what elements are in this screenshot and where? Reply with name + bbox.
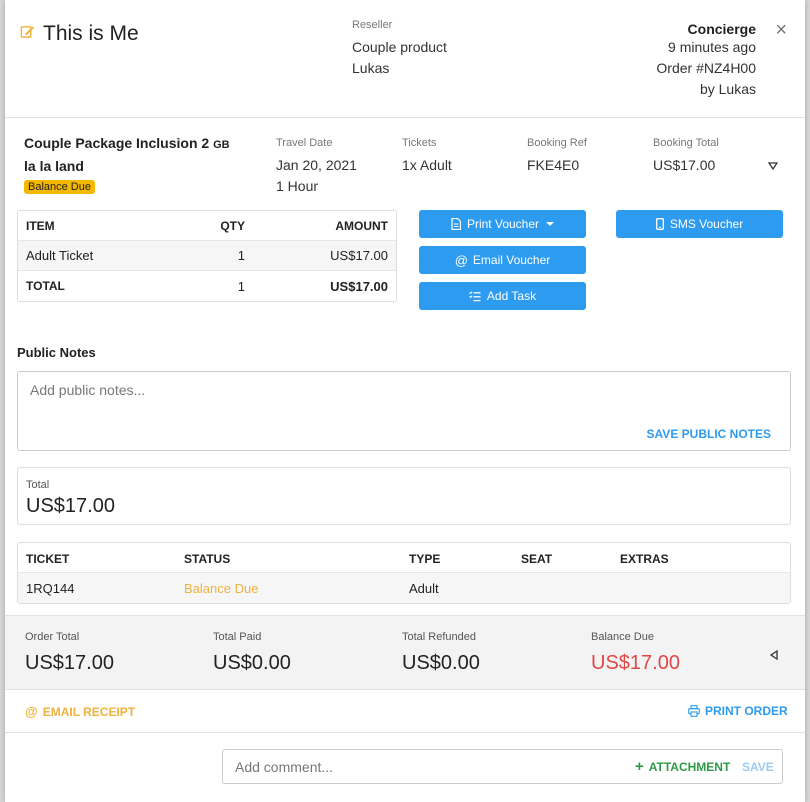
order-total-block: Order Total US$17.00 [25, 631, 114, 674]
order-modal: This is Me Reseller Couple product Lukas… [5, 0, 805, 802]
reseller-product: Couple product [352, 39, 447, 55]
save-comment-button[interactable]: SAVE [742, 760, 774, 774]
printer-icon [688, 705, 700, 717]
tickets-header-row: TICKET STATUS TYPE SEAT EXTRAS [18, 543, 790, 573]
at-icon: @ [454, 252, 468, 268]
attachment-button[interactable]: + ATTACHMENT [635, 758, 731, 775]
expand-triangle-left-icon[interactable] [769, 647, 778, 665]
total-paid-block: Total Paid US$0.00 [213, 631, 291, 674]
order-meta: Concierge 9 minutes ago Order #NZ4H00 by… [656, 21, 756, 100]
save-public-notes-button[interactable]: SAVE PUBLIC NOTES [646, 427, 771, 441]
phone-icon [655, 218, 664, 230]
booking-ref-value: FKE4E0 [527, 157, 580, 173]
ticket-status: Balance Due [184, 581, 259, 596]
at-icon: @ [25, 704, 38, 719]
total-refunded-block: Total Refunded US$0.00 [402, 631, 480, 674]
balance-due-value: US$17.00 [591, 652, 680, 674]
print-order-button[interactable]: PRINT ORDER [688, 704, 788, 718]
modal-header: This is Me Reseller Couple product Lukas… [5, 0, 805, 118]
reseller-block: Reseller Couple product Lukas [352, 19, 447, 79]
total-refunded-value: US$0.00 [402, 652, 480, 674]
reseller-label: Reseller [352, 19, 393, 31]
items-table: ITEM QTY AMOUNT Adult Ticket 1 US$17.00 … [17, 210, 397, 302]
total-value: US$17.00 [26, 495, 115, 517]
chevron-down-icon [546, 222, 555, 226]
public-notes-heading: Public Notes [17, 345, 96, 360]
public-notes-input[interactable] [18, 372, 790, 424]
table-row[interactable]: 1RQ144 Balance Due Adult [18, 573, 790, 603]
add-task-button[interactable]: Add Task [419, 282, 586, 310]
divider [5, 732, 805, 733]
travel-duration-value: 1 Hour [276, 178, 319, 194]
plus-icon: + [635, 758, 644, 775]
created-by: by Lukas [699, 81, 756, 97]
email-receipt-button[interactable]: @ EMAIL RECEIPT [25, 704, 136, 719]
product-block: Couple Package Inclusion 2 GB la la land… [24, 133, 234, 195]
total-label: Total [26, 479, 50, 491]
page-title: This is Me [43, 22, 139, 45]
balance-due-block: Balance Due US$17.00 [591, 631, 680, 674]
concierge-title: Concierge [687, 21, 756, 37]
total-paid-value: US$0.00 [213, 652, 291, 674]
tickets-value: 1x Adult [402, 157, 452, 173]
edit-icon[interactable] [20, 24, 43, 44]
close-icon[interactable]: × [775, 19, 787, 41]
tickets-table: TICKET STATUS TYPE SEAT EXTRAS 1RQ144 Ba… [17, 542, 791, 604]
payment-summary: Order Total US$17.00 Total Paid US$0.00 … [5, 615, 805, 690]
booking-total-value: US$17.00 [653, 157, 716, 173]
public-notes-box: SAVE PUBLIC NOTES [17, 371, 791, 451]
travel-date-block: Travel Date Jan 20, 2021 1 Hour [276, 137, 357, 197]
title-area: This is Me [20, 22, 139, 46]
print-voucher-button[interactable]: Print Voucher [419, 210, 586, 238]
items-header-row: ITEM QTY AMOUNT [18, 211, 396, 241]
expand-triangle-down-icon[interactable] [767, 157, 779, 175]
created-time: 9 minutes ago [668, 39, 756, 55]
task-list-icon [469, 290, 481, 301]
booking-ref-block: Booking Ref FKE4E0 [527, 137, 587, 176]
tickets-block: Tickets 1x Adult [402, 137, 452, 176]
table-row: Adult Ticket 1 US$17.00 [18, 241, 396, 271]
product-code-tag: GB [213, 139, 230, 151]
email-voucher-button[interactable]: @ Email Voucher [419, 246, 586, 274]
comment-input[interactable] [223, 750, 623, 783]
sms-voucher-button[interactable]: SMS Voucher [616, 210, 783, 238]
order-total-value: US$17.00 [25, 652, 114, 674]
ticket-code: 1RQ144 [26, 581, 75, 596]
document-icon [451, 218, 461, 230]
reseller-name: Lukas [352, 60, 390, 76]
travel-date-value: Jan 20, 2021 [276, 157, 357, 173]
comment-box: + ATTACHMENT SAVE [222, 749, 783, 784]
items-total-row: TOTAL 1 US$17.00 [26, 278, 388, 294]
status-badge: Balance Due [24, 180, 95, 194]
booking-total-block: Booking Total US$17.00 [653, 137, 719, 176]
ticket-type: Adult [409, 581, 439, 596]
product-name: Couple Package Inclusion 2 GB la la land [24, 135, 230, 174]
total-card: Total US$17.00 [17, 467, 791, 525]
order-number: Order #NZ4H00 [656, 60, 756, 76]
